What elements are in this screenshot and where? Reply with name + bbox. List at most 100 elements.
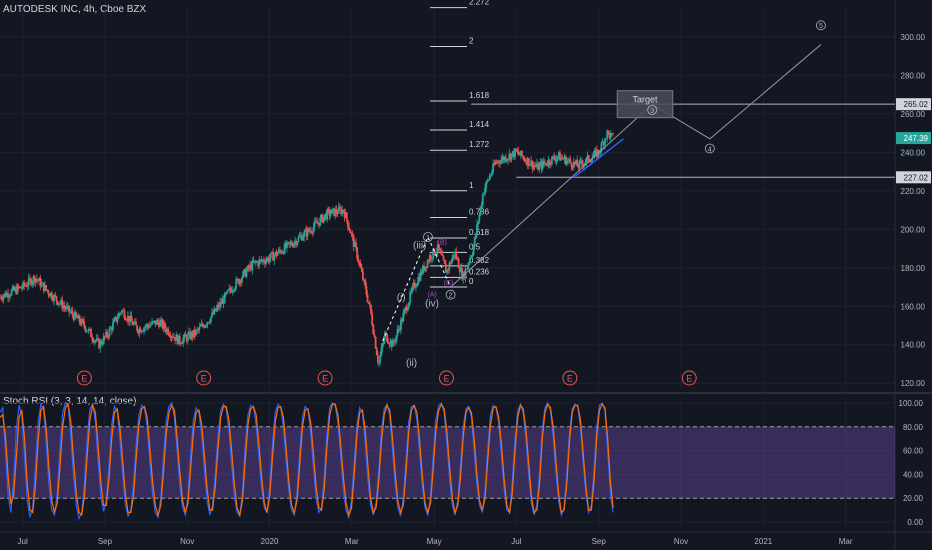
- candle-body: [423, 265, 425, 271]
- candle-body: [80, 319, 83, 325]
- candle-body: [151, 321, 153, 325]
- wave-circle: [647, 105, 658, 115]
- candle-body: [592, 155, 595, 158]
- candle-body: [420, 271, 423, 275]
- candle-body: [359, 263, 362, 268]
- candle-body: [288, 242, 291, 244]
- candle-body: [60, 299, 62, 304]
- candle-body: [83, 321, 86, 327]
- candle-body: [256, 261, 258, 263]
- candle-body: [112, 322, 114, 331]
- candle-body: [468, 262, 470, 265]
- candle-body: [242, 271, 245, 278]
- candle-body: [197, 329, 200, 331]
- candle-body: [431, 258, 433, 260]
- candle-body: [279, 249, 281, 251]
- earnings-marker-label: E: [443, 374, 449, 384]
- time-axis-tick: Jul: [18, 537, 28, 546]
- time-axis-tick: Nov: [674, 537, 688, 546]
- wave-circle-label: 4: [708, 146, 712, 153]
- wave-circle: [816, 20, 826, 31]
- candle-body: [91, 337, 94, 340]
- earnings-marker-label: E: [201, 374, 207, 384]
- candle-body: [140, 331, 143, 333]
- candle-body: [106, 331, 109, 337]
- candle-body: [312, 226, 315, 233]
- candle-body: [489, 174, 492, 177]
- candle-body: [77, 315, 80, 319]
- candle-body: [337, 207, 340, 214]
- candle-body: [61, 299, 64, 309]
- rsi-axis-tick: 0.00: [907, 518, 923, 527]
- candle-body: [37, 279, 39, 282]
- candle-body: [341, 209, 344, 215]
- rsi-indicator-title[interactable]: Stoch RSI (3, 3, 14, 14, close): [3, 396, 137, 407]
- fib-level-label: 0: [469, 277, 474, 286]
- candle-body: [333, 208, 336, 217]
- candle-body: [575, 160, 577, 164]
- fib-level-label: 2.272: [469, 0, 490, 7]
- candle-body: [330, 209, 333, 214]
- candle-body: [569, 158, 572, 163]
- candle-body: [428, 255, 431, 262]
- candle-body: [296, 241, 299, 245]
- fib-level-label: 0.618: [469, 228, 490, 237]
- candle-body: [448, 262, 451, 270]
- candle-body: [319, 217, 322, 226]
- candle-body: [438, 244, 440, 249]
- candle-body: [203, 325, 205, 328]
- candle-body: [71, 311, 74, 316]
- candle-body: [45, 285, 47, 290]
- candle-body: [126, 316, 129, 321]
- candle-body: [377, 355, 379, 363]
- candle-body: [479, 206, 482, 215]
- candle-body: [289, 242, 292, 244]
- candle-body: [165, 328, 167, 332]
- candle-body: [605, 138, 607, 140]
- candle-body: [485, 181, 488, 188]
- candle-body: [432, 248, 435, 259]
- candle-body: [322, 216, 325, 223]
- candle-body: [310, 230, 312, 233]
- candle-body: [262, 259, 265, 263]
- candle-body: [483, 193, 485, 195]
- candle-body: [612, 133, 614, 134]
- candle-body: [590, 161, 592, 163]
- candle-body: [283, 243, 286, 254]
- candle-body: [254, 260, 257, 263]
- candle-body: [185, 336, 188, 341]
- candle-body: [394, 341, 397, 343]
- candle-body: [476, 224, 478, 235]
- candle-body: [410, 290, 413, 292]
- candle-body: [236, 278, 239, 280]
- earnings-marker: [562, 370, 578, 386]
- candle-body: [103, 336, 106, 337]
- candle-body: [56, 300, 59, 305]
- candle-body: [109, 327, 112, 329]
- candle-body: [228, 288, 231, 291]
- candle-body: [24, 285, 27, 287]
- candle-body: [425, 266, 428, 268]
- candle-body: [173, 337, 175, 338]
- symbol-title: AUTODESK INC, 4h, Cboe BZX: [3, 4, 147, 15]
- candle-body: [31, 282, 34, 285]
- candle-body: [317, 222, 319, 224]
- candle-body: [8, 296, 11, 298]
- price-axis-tick: 140.00: [901, 341, 926, 350]
- wave-circle: [423, 232, 433, 242]
- candle-body: [340, 208, 342, 215]
- candle-body: [405, 307, 408, 311]
- candle-body: [42, 282, 45, 292]
- candle-body: [72, 315, 75, 320]
- time-axis-tick: Mar: [345, 537, 359, 546]
- candle-body: [503, 156, 506, 161]
- candle-body: [610, 133, 613, 134]
- candle-body: [446, 269, 448, 273]
- candle-body: [87, 329, 90, 332]
- candle-body: [110, 327, 113, 331]
- candle-body: [40, 282, 43, 287]
- candle-body: [139, 328, 142, 333]
- candle-body: [426, 260, 429, 268]
- candle-body: [130, 315, 133, 322]
